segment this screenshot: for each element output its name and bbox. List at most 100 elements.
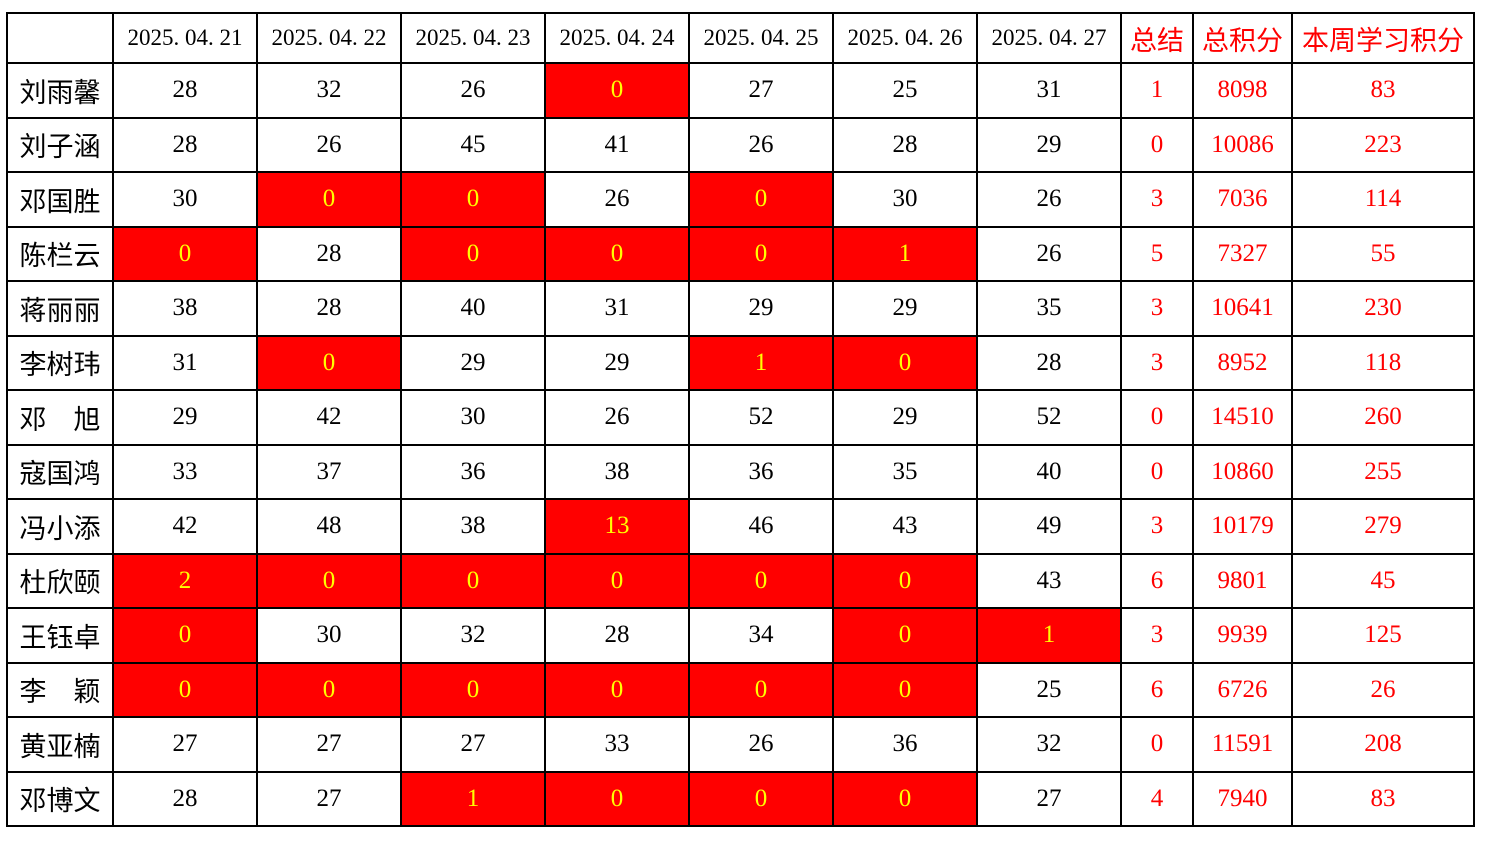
student-name-cell[interactable]: 李树玮 — [6, 334, 114, 391]
daily-score-cell[interactable]: 29 — [832, 389, 978, 446]
week-points-cell[interactable]: 125 — [1291, 607, 1475, 664]
summary-count-cell[interactable]: 0 — [1120, 716, 1194, 773]
daily-score-cell[interactable]: 27 — [256, 716, 402, 773]
date-header[interactable]: 2025. 04. 25 — [688, 12, 834, 64]
daily-score-cell[interactable]: 43 — [832, 498, 978, 555]
daily-score-cell[interactable]: 0 — [400, 225, 546, 282]
date-header[interactable]: 2025. 04. 27 — [976, 12, 1122, 64]
daily-score-cell[interactable]: 27 — [112, 716, 258, 773]
total-points-cell[interactable]: 7036 — [1192, 171, 1293, 228]
week-points-cell[interactable]: 260 — [1291, 389, 1475, 446]
daily-score-cell[interactable]: 26 — [688, 716, 834, 773]
summary-count-cell[interactable]: 6 — [1120, 661, 1194, 718]
total-points-cell[interactable]: 7940 — [1192, 770, 1293, 827]
summary-header[interactable]: 本周学习积分 — [1291, 12, 1475, 64]
summary-count-cell[interactable]: 3 — [1120, 498, 1194, 555]
total-points-cell[interactable]: 10860 — [1192, 443, 1293, 500]
student-name-cell[interactable]: 邓 旭 — [6, 389, 114, 446]
daily-score-cell[interactable]: 29 — [544, 334, 690, 391]
daily-score-cell[interactable]: 0 — [544, 552, 690, 609]
date-header[interactable]: 2025. 04. 21 — [112, 12, 258, 64]
daily-score-cell[interactable]: 0 — [544, 661, 690, 718]
date-header[interactable]: 2025. 04. 26 — [832, 12, 978, 64]
daily-score-cell[interactable]: 25 — [832, 62, 978, 119]
week-points-cell[interactable]: 223 — [1291, 116, 1475, 173]
daily-score-cell[interactable]: 42 — [256, 389, 402, 446]
daily-score-cell[interactable]: 30 — [256, 607, 402, 664]
daily-score-cell[interactable]: 1 — [976, 607, 1122, 664]
daily-score-cell[interactable]: 37 — [256, 443, 402, 500]
daily-score-cell[interactable]: 0 — [688, 225, 834, 282]
daily-score-cell[interactable]: 38 — [544, 443, 690, 500]
daily-score-cell[interactable]: 27 — [688, 62, 834, 119]
daily-score-cell[interactable]: 0 — [112, 225, 258, 282]
daily-score-cell[interactable]: 26 — [544, 389, 690, 446]
daily-score-cell[interactable]: 41 — [544, 116, 690, 173]
daily-score-cell[interactable]: 0 — [400, 171, 546, 228]
daily-score-cell[interactable]: 26 — [976, 225, 1122, 282]
daily-score-cell[interactable]: 31 — [976, 62, 1122, 119]
daily-score-cell[interactable]: 26 — [400, 62, 546, 119]
daily-score-cell[interactable]: 0 — [400, 661, 546, 718]
daily-score-cell[interactable]: 30 — [832, 171, 978, 228]
total-points-cell[interactable]: 9801 — [1192, 552, 1293, 609]
daily-score-cell[interactable]: 42 — [112, 498, 258, 555]
daily-score-cell[interactable]: 30 — [112, 171, 258, 228]
week-points-cell[interactable]: 55 — [1291, 225, 1475, 282]
daily-score-cell[interactable]: 0 — [112, 607, 258, 664]
daily-score-cell[interactable]: 28 — [112, 116, 258, 173]
daily-score-cell[interactable]: 0 — [544, 62, 690, 119]
daily-score-cell[interactable]: 46 — [688, 498, 834, 555]
daily-score-cell[interactable]: 49 — [976, 498, 1122, 555]
week-points-cell[interactable]: 45 — [1291, 552, 1475, 609]
summary-count-cell[interactable]: 0 — [1120, 389, 1194, 446]
summary-count-cell[interactable]: 4 — [1120, 770, 1194, 827]
daily-score-cell[interactable]: 0 — [832, 607, 978, 664]
daily-score-cell[interactable]: 30 — [400, 389, 546, 446]
student-name-cell[interactable]: 刘子涵 — [6, 116, 114, 173]
daily-score-cell[interactable]: 2 — [112, 552, 258, 609]
total-points-cell[interactable]: 7327 — [1192, 225, 1293, 282]
daily-score-cell[interactable]: 0 — [256, 334, 402, 391]
daily-score-cell[interactable]: 28 — [256, 225, 402, 282]
daily-score-cell[interactable]: 0 — [688, 770, 834, 827]
date-header[interactable]: 2025. 04. 24 — [544, 12, 690, 64]
daily-score-cell[interactable]: 27 — [256, 770, 402, 827]
daily-score-cell[interactable]: 0 — [256, 661, 402, 718]
summary-count-cell[interactable]: 3 — [1120, 607, 1194, 664]
date-header[interactable]: 2025. 04. 23 — [400, 12, 546, 64]
daily-score-cell[interactable]: 28 — [112, 770, 258, 827]
daily-score-cell[interactable]: 0 — [832, 770, 978, 827]
daily-score-cell[interactable]: 26 — [688, 116, 834, 173]
daily-score-cell[interactable]: 48 — [256, 498, 402, 555]
daily-score-cell[interactable]: 28 — [832, 116, 978, 173]
daily-score-cell[interactable]: 32 — [400, 607, 546, 664]
daily-score-cell[interactable]: 0 — [544, 770, 690, 827]
summary-count-cell[interactable]: 0 — [1120, 443, 1194, 500]
daily-score-cell[interactable]: 13 — [544, 498, 690, 555]
daily-score-cell[interactable]: 36 — [688, 443, 834, 500]
summary-count-cell[interactable]: 3 — [1120, 171, 1194, 228]
corner-cell[interactable] — [6, 12, 114, 64]
daily-score-cell[interactable]: 28 — [976, 334, 1122, 391]
daily-score-cell[interactable]: 33 — [112, 443, 258, 500]
daily-score-cell[interactable]: 1 — [688, 334, 834, 391]
daily-score-cell[interactable]: 32 — [976, 716, 1122, 773]
summary-count-cell[interactable]: 5 — [1120, 225, 1194, 282]
daily-score-cell[interactable]: 36 — [400, 443, 546, 500]
daily-score-cell[interactable]: 0 — [688, 661, 834, 718]
total-points-cell[interactable]: 11591 — [1192, 716, 1293, 773]
daily-score-cell[interactable]: 40 — [976, 443, 1122, 500]
student-name-cell[interactable]: 黄亚楠 — [6, 716, 114, 773]
daily-score-cell[interactable]: 28 — [544, 607, 690, 664]
daily-score-cell[interactable]: 31 — [112, 334, 258, 391]
student-name-cell[interactable]: 冯小添 — [6, 498, 114, 555]
total-points-cell[interactable]: 8952 — [1192, 334, 1293, 391]
daily-score-cell[interactable]: 0 — [112, 661, 258, 718]
daily-score-cell[interactable]: 29 — [688, 280, 834, 337]
daily-score-cell[interactable]: 1 — [832, 225, 978, 282]
summary-count-cell[interactable]: 1 — [1120, 62, 1194, 119]
total-points-cell[interactable]: 8098 — [1192, 62, 1293, 119]
daily-score-cell[interactable]: 29 — [400, 334, 546, 391]
daily-score-cell[interactable]: 27 — [976, 770, 1122, 827]
